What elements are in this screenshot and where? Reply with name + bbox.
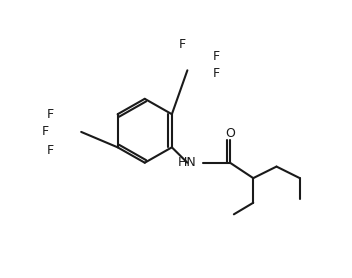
Text: F: F <box>213 50 220 63</box>
Text: F: F <box>42 125 49 138</box>
Text: F: F <box>46 144 54 157</box>
Text: O: O <box>225 127 235 140</box>
Text: F: F <box>46 108 54 121</box>
Text: HN: HN <box>178 156 197 169</box>
Text: F: F <box>213 67 220 80</box>
Text: F: F <box>178 38 186 51</box>
